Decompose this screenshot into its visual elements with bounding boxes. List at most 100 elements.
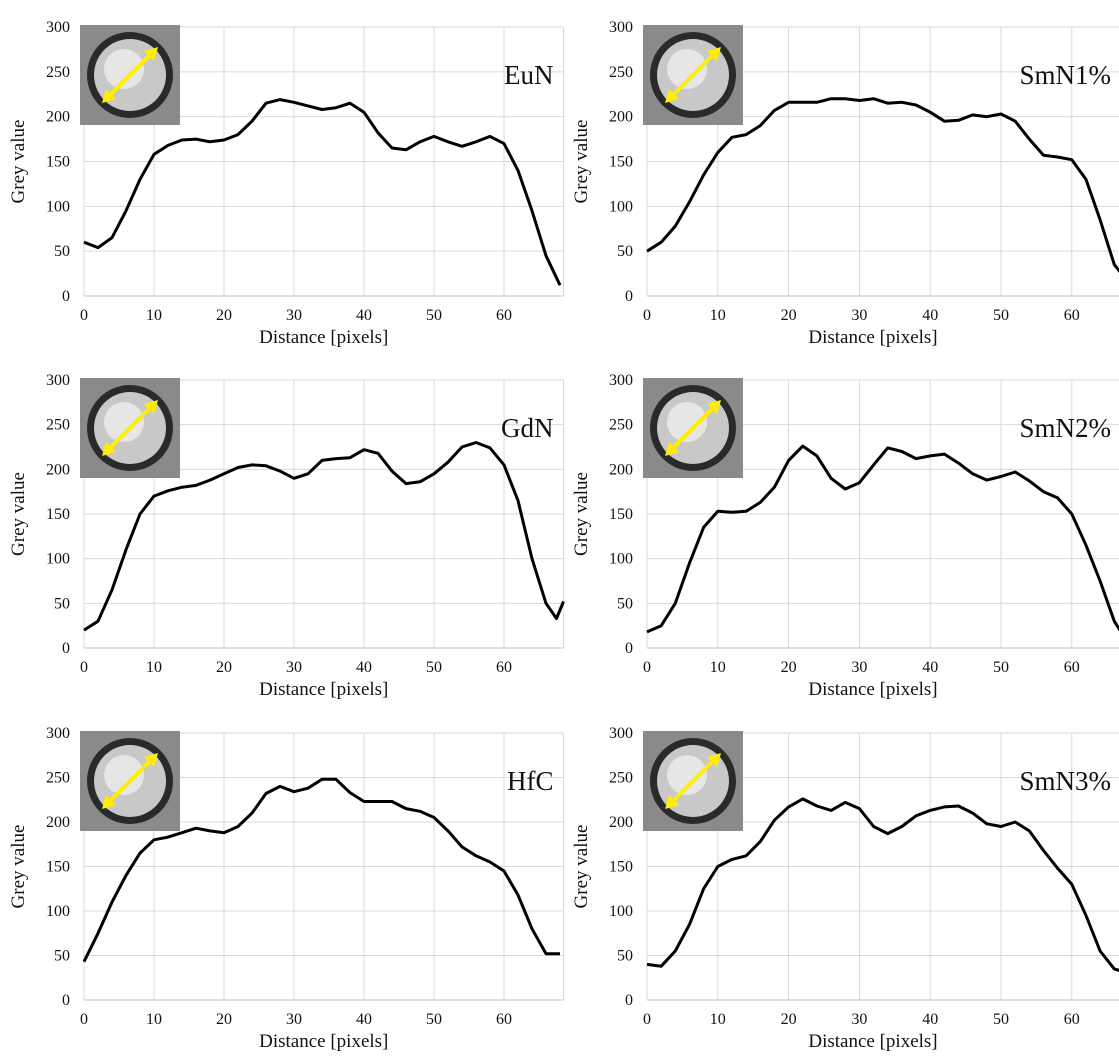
- y-tick-label: 0: [625, 992, 633, 1009]
- x-tick-label: 40: [356, 307, 372, 324]
- data-line: [646, 97, 1119, 274]
- sample-label: EuN: [504, 60, 554, 90]
- y-tick-label: 250: [46, 417, 70, 434]
- x-axis-label: Distance [pixels]: [259, 327, 388, 348]
- y-tick-label: 150: [609, 859, 633, 876]
- y-tick-label: 200: [609, 109, 633, 126]
- inset-arrowhead: [144, 47, 158, 61]
- y-tick-label: 300: [46, 19, 70, 36]
- x-tick-label: 20: [781, 307, 797, 324]
- x-tick-label: 30: [851, 1011, 867, 1028]
- y-tick-label: 50: [54, 595, 70, 612]
- y-axis-label: Grey value: [571, 472, 592, 556]
- y-tick-label: 150: [609, 506, 633, 523]
- sample-label: SmN3%: [1019, 766, 1111, 796]
- x-axis-label: Distance [pixels]: [808, 679, 937, 700]
- y-tick-label: 100: [46, 198, 70, 215]
- y-tick-label: 100: [609, 551, 633, 568]
- x-tick-label: 10: [146, 659, 162, 676]
- panel: 0 50 100 150 200 250 300 0 10 20 30 40 50 60 Distance …: [571, 725, 1119, 1052]
- data-line: [646, 444, 1119, 634]
- y-tick-label: 250: [46, 770, 70, 787]
- inset-arrowhead: [144, 400, 158, 414]
- x-tick-label: 20: [781, 1011, 797, 1028]
- y-tick-label: 100: [46, 903, 70, 920]
- y-axis-label: Grey value: [8, 120, 29, 204]
- inset-arrowhead: [707, 47, 721, 61]
- inset-arrowhead: [665, 442, 679, 456]
- x-tick-label: 60: [496, 659, 512, 676]
- data-line: [646, 797, 1119, 972]
- inset-arrowhead: [707, 400, 721, 414]
- y-axis-label: Grey value: [8, 472, 29, 556]
- x-tick-label: 10: [710, 659, 726, 676]
- y-tick-label: 150: [46, 506, 70, 523]
- inset-arrow: [670, 52, 716, 98]
- y-tick-label: 100: [609, 903, 633, 920]
- inset-arrow: [670, 405, 716, 451]
- x-tick-label: 30: [851, 659, 867, 676]
- y-tick-label: 50: [54, 948, 70, 965]
- panel: 0 50 100 150 200 250 300 0 10 20 30 40 50 60 Distance …: [8, 725, 564, 1052]
- inset-texture: [104, 755, 144, 795]
- inset-texture: [667, 755, 707, 795]
- data-line: [83, 98, 562, 286]
- x-tick-label: 0: [80, 307, 88, 324]
- y-axis-label: Grey value: [571, 120, 592, 204]
- x-axis-label: Distance [pixels]: [259, 679, 388, 700]
- x-tick-label: 60: [1064, 307, 1080, 324]
- y-tick-label: 300: [609, 372, 633, 389]
- y-tick-label: 250: [609, 64, 633, 81]
- panel: 0 50 100 150 200 250 300 0 10 20 30 40 50 60 Distance …: [8, 372, 565, 700]
- x-axis-label: Distance [pixels]: [259, 1031, 388, 1052]
- inset-texture: [667, 402, 707, 442]
- x-tick-label: 60: [496, 307, 512, 324]
- x-tick-label: 30: [286, 307, 302, 324]
- y-tick-label: 200: [609, 461, 633, 478]
- x-tick-label: 20: [781, 659, 797, 676]
- x-axis-label: Distance [pixels]: [808, 1031, 937, 1052]
- y-tick-label: 0: [625, 640, 633, 657]
- y-axis-label: Grey value: [571, 825, 592, 909]
- data-line: [82, 777, 560, 963]
- y-tick-label: 0: [62, 288, 70, 305]
- y-tick-label: 150: [46, 154, 70, 171]
- y-tick-label: 200: [46, 461, 70, 478]
- x-tick-label: 50: [993, 307, 1009, 324]
- inset-arrow: [670, 758, 716, 804]
- x-tick-label: 50: [426, 307, 442, 324]
- y-tick-label: 150: [609, 154, 633, 171]
- y-tick-label: 300: [46, 725, 70, 742]
- y-tick-label: 150: [46, 859, 70, 876]
- y-tick-label: 250: [609, 417, 633, 434]
- x-tick-label: 20: [216, 1011, 232, 1028]
- x-tick-label: 10: [710, 1011, 726, 1028]
- x-tick-label: 30: [851, 307, 867, 324]
- x-tick-label: 50: [993, 659, 1009, 676]
- x-tick-label: 0: [80, 659, 88, 676]
- inset-texture: [667, 49, 707, 89]
- y-tick-label: 300: [46, 372, 70, 389]
- sample-label: SmN2%: [1019, 413, 1111, 443]
- x-tick-label: 10: [146, 307, 162, 324]
- x-tick-label: 60: [1064, 1011, 1080, 1028]
- inset-texture: [104, 402, 144, 442]
- x-tick-label: 20: [216, 307, 232, 324]
- x-tick-label: 0: [643, 1011, 651, 1028]
- y-tick-label: 50: [617, 948, 633, 965]
- y-tick-label: 0: [625, 288, 633, 305]
- x-tick-label: 40: [356, 659, 372, 676]
- inset-arrowhead: [102, 89, 116, 103]
- y-tick-label: 0: [62, 640, 70, 657]
- x-tick-label: 40: [922, 1011, 938, 1028]
- y-tick-label: 300: [609, 19, 633, 36]
- inset-arrowhead: [665, 795, 679, 809]
- y-tick-label: 0: [62, 992, 70, 1009]
- x-tick-label: 60: [1064, 659, 1080, 676]
- data-line: [83, 441, 565, 632]
- y-tick-label: 250: [609, 770, 633, 787]
- inset-arrowhead: [707, 753, 721, 767]
- y-tick-label: 50: [54, 243, 70, 260]
- panel: 0 50 100 150 200 250 300 0 10 20 30 40 50 60 Distance …: [8, 19, 564, 348]
- x-tick-label: 30: [286, 659, 302, 676]
